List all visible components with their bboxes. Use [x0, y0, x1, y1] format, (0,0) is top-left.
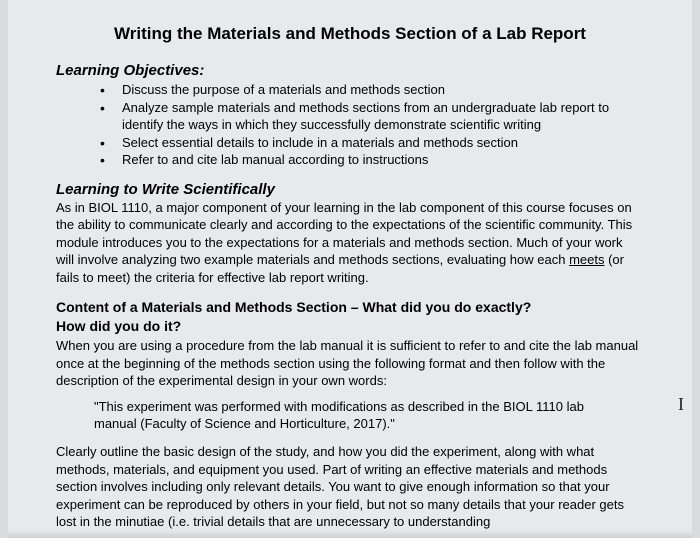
- content-body-2: Clearly outline the basic design of the …: [56, 443, 644, 531]
- document-page: Writing the Materials and Methods Sectio…: [8, 0, 692, 538]
- list-item: Select essential details to include in a…: [100, 134, 644, 152]
- list-item: Discuss the purpose of a materials and m…: [100, 81, 644, 99]
- content-header: Content of a Materials and Methods Secti…: [56, 298, 644, 336]
- text-pre: As in BIOL 1110, a major component of yo…: [56, 200, 632, 268]
- page-title: Writing the Materials and Methods Sectio…: [56, 24, 644, 44]
- content-header-line2: How did you do it?: [56, 318, 181, 334]
- quote-block: "This experiment was performed with modi…: [94, 398, 606, 433]
- text-cursor-icon: I: [678, 394, 684, 415]
- bottom-fade: [8, 530, 692, 538]
- content-header-line1: Content of a Materials and Methods Secti…: [56, 299, 531, 315]
- scientific-body: As in BIOL 1110, a major component of yo…: [56, 199, 644, 287]
- scientific-header: Learning to Write Scientifically: [56, 181, 644, 198]
- content-body-1: When you are using a procedure from the …: [56, 337, 644, 390]
- objectives-header: Learning Objectives:: [56, 62, 644, 79]
- list-item: Refer to and cite lab manual according t…: [100, 151, 644, 169]
- objectives-list: Discuss the purpose of a materials and m…: [100, 81, 644, 169]
- text-underline: meets: [569, 252, 604, 267]
- list-item: Analyze sample materials and methods sec…: [100, 99, 644, 134]
